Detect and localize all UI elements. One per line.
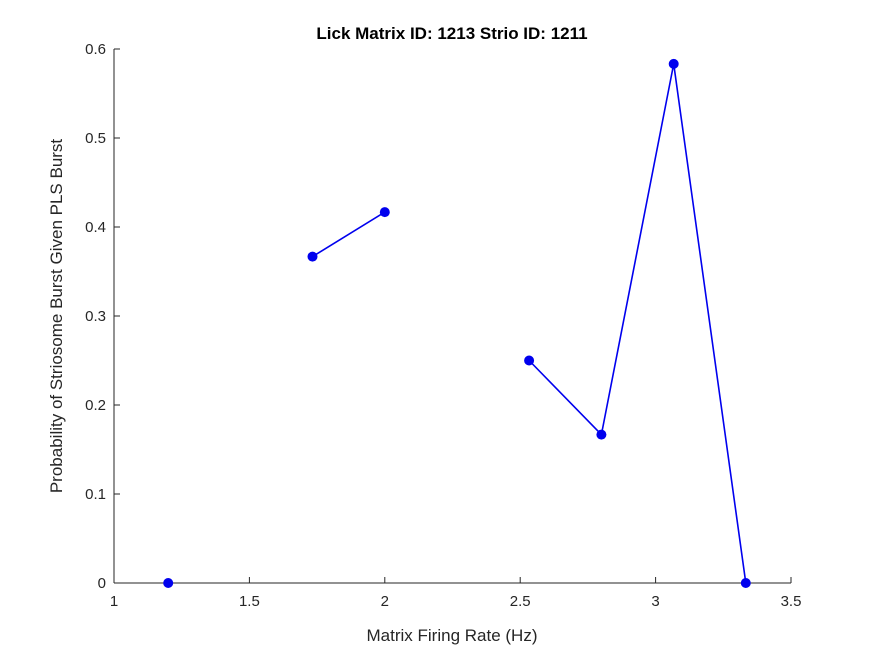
data-point [524, 355, 535, 366]
data-point [379, 207, 390, 218]
x-tick-label: 2 [381, 593, 389, 610]
y-tick-label: 0.2 [85, 397, 106, 414]
y-tick-label: 0.6 [85, 41, 106, 58]
x-tick-label: 3 [651, 593, 659, 610]
y-tick-label: 0.5 [85, 130, 106, 147]
series-line-segment [528, 63, 747, 584]
x-tick-label: 1.5 [239, 593, 260, 610]
y-ticks: 0 0.1 0.2 0.3 0.4 0.5 0.6 [85, 41, 120, 592]
x-axis-label: Matrix Firing Rate (Hz) [367, 626, 538, 645]
data-point [740, 578, 751, 588]
y-tick-label: 0 [98, 575, 106, 592]
data-point [668, 58, 679, 69]
x-tick-label: 2.5 [510, 593, 531, 610]
y-tick-label: 0.4 [85, 219, 106, 236]
data-point [596, 429, 607, 440]
y-axis-label: Probability of Striosome Burst Given PLS… [47, 139, 66, 494]
x-ticks: 1 1.5 2 2.5 3 3.5 [110, 577, 802, 610]
x-tick-label: 3.5 [781, 593, 802, 610]
chart-title: Lick Matrix ID: 1213 Strio ID: 1211 [316, 24, 587, 43]
series-layer [163, 58, 751, 588]
data-point [307, 251, 318, 262]
y-tick-label: 0.3 [85, 308, 106, 325]
y-tick-label: 0.1 [85, 486, 106, 503]
data-point [163, 578, 174, 588]
x-tick-label: 1 [110, 593, 118, 610]
series-line-segment [312, 211, 386, 258]
